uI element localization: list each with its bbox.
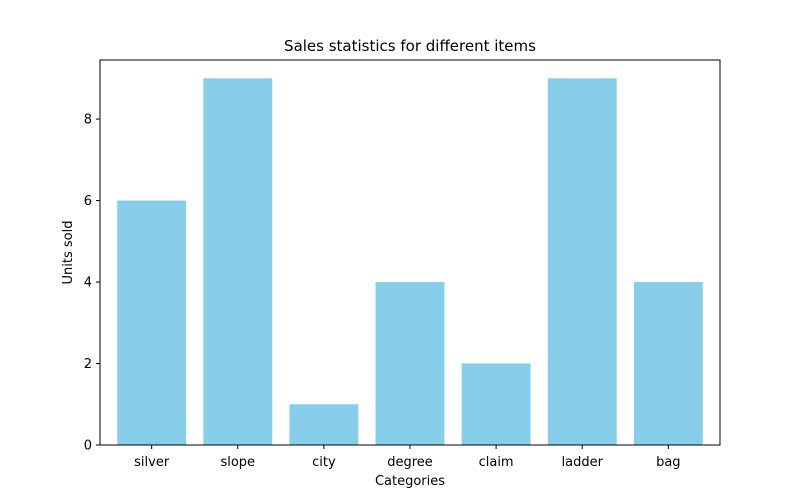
chart-title: Sales statistics for different items bbox=[284, 37, 536, 55]
x-tick-label: ladder bbox=[562, 455, 604, 470]
x-axis-ticks: silver slope city degree claim ladder bag bbox=[134, 445, 681, 470]
y-axis-label: Units sold bbox=[61, 221, 76, 285]
y-tick-label: 8 bbox=[84, 113, 92, 128]
x-tick-label: silver bbox=[134, 455, 170, 470]
plot-area-frame bbox=[99, 59, 721, 446]
bar-degree bbox=[375, 282, 445, 445]
y-tick-label: 6 bbox=[84, 194, 92, 209]
bar-ladder bbox=[547, 78, 617, 445]
bar-slope bbox=[203, 78, 273, 445]
x-tick-label: degree bbox=[387, 455, 433, 470]
x-tick-label: slope bbox=[220, 455, 255, 470]
bar-city bbox=[289, 404, 359, 445]
x-tick-label: bag bbox=[656, 455, 680, 470]
bar-silver bbox=[117, 200, 187, 445]
y-axis-ticks: 0 2 4 6 8 bbox=[84, 113, 100, 454]
x-tick-label: city bbox=[312, 455, 336, 470]
y-tick-label: 4 bbox=[84, 276, 92, 291]
bar-bag bbox=[633, 282, 703, 445]
x-axis-label: Categories bbox=[375, 474, 445, 489]
y-tick-label: 0 bbox=[84, 439, 92, 454]
x-tick-label: claim bbox=[479, 455, 514, 470]
bars-layer bbox=[117, 78, 703, 445]
y-tick-label: 2 bbox=[84, 357, 92, 372]
bar-claim bbox=[461, 363, 531, 445]
